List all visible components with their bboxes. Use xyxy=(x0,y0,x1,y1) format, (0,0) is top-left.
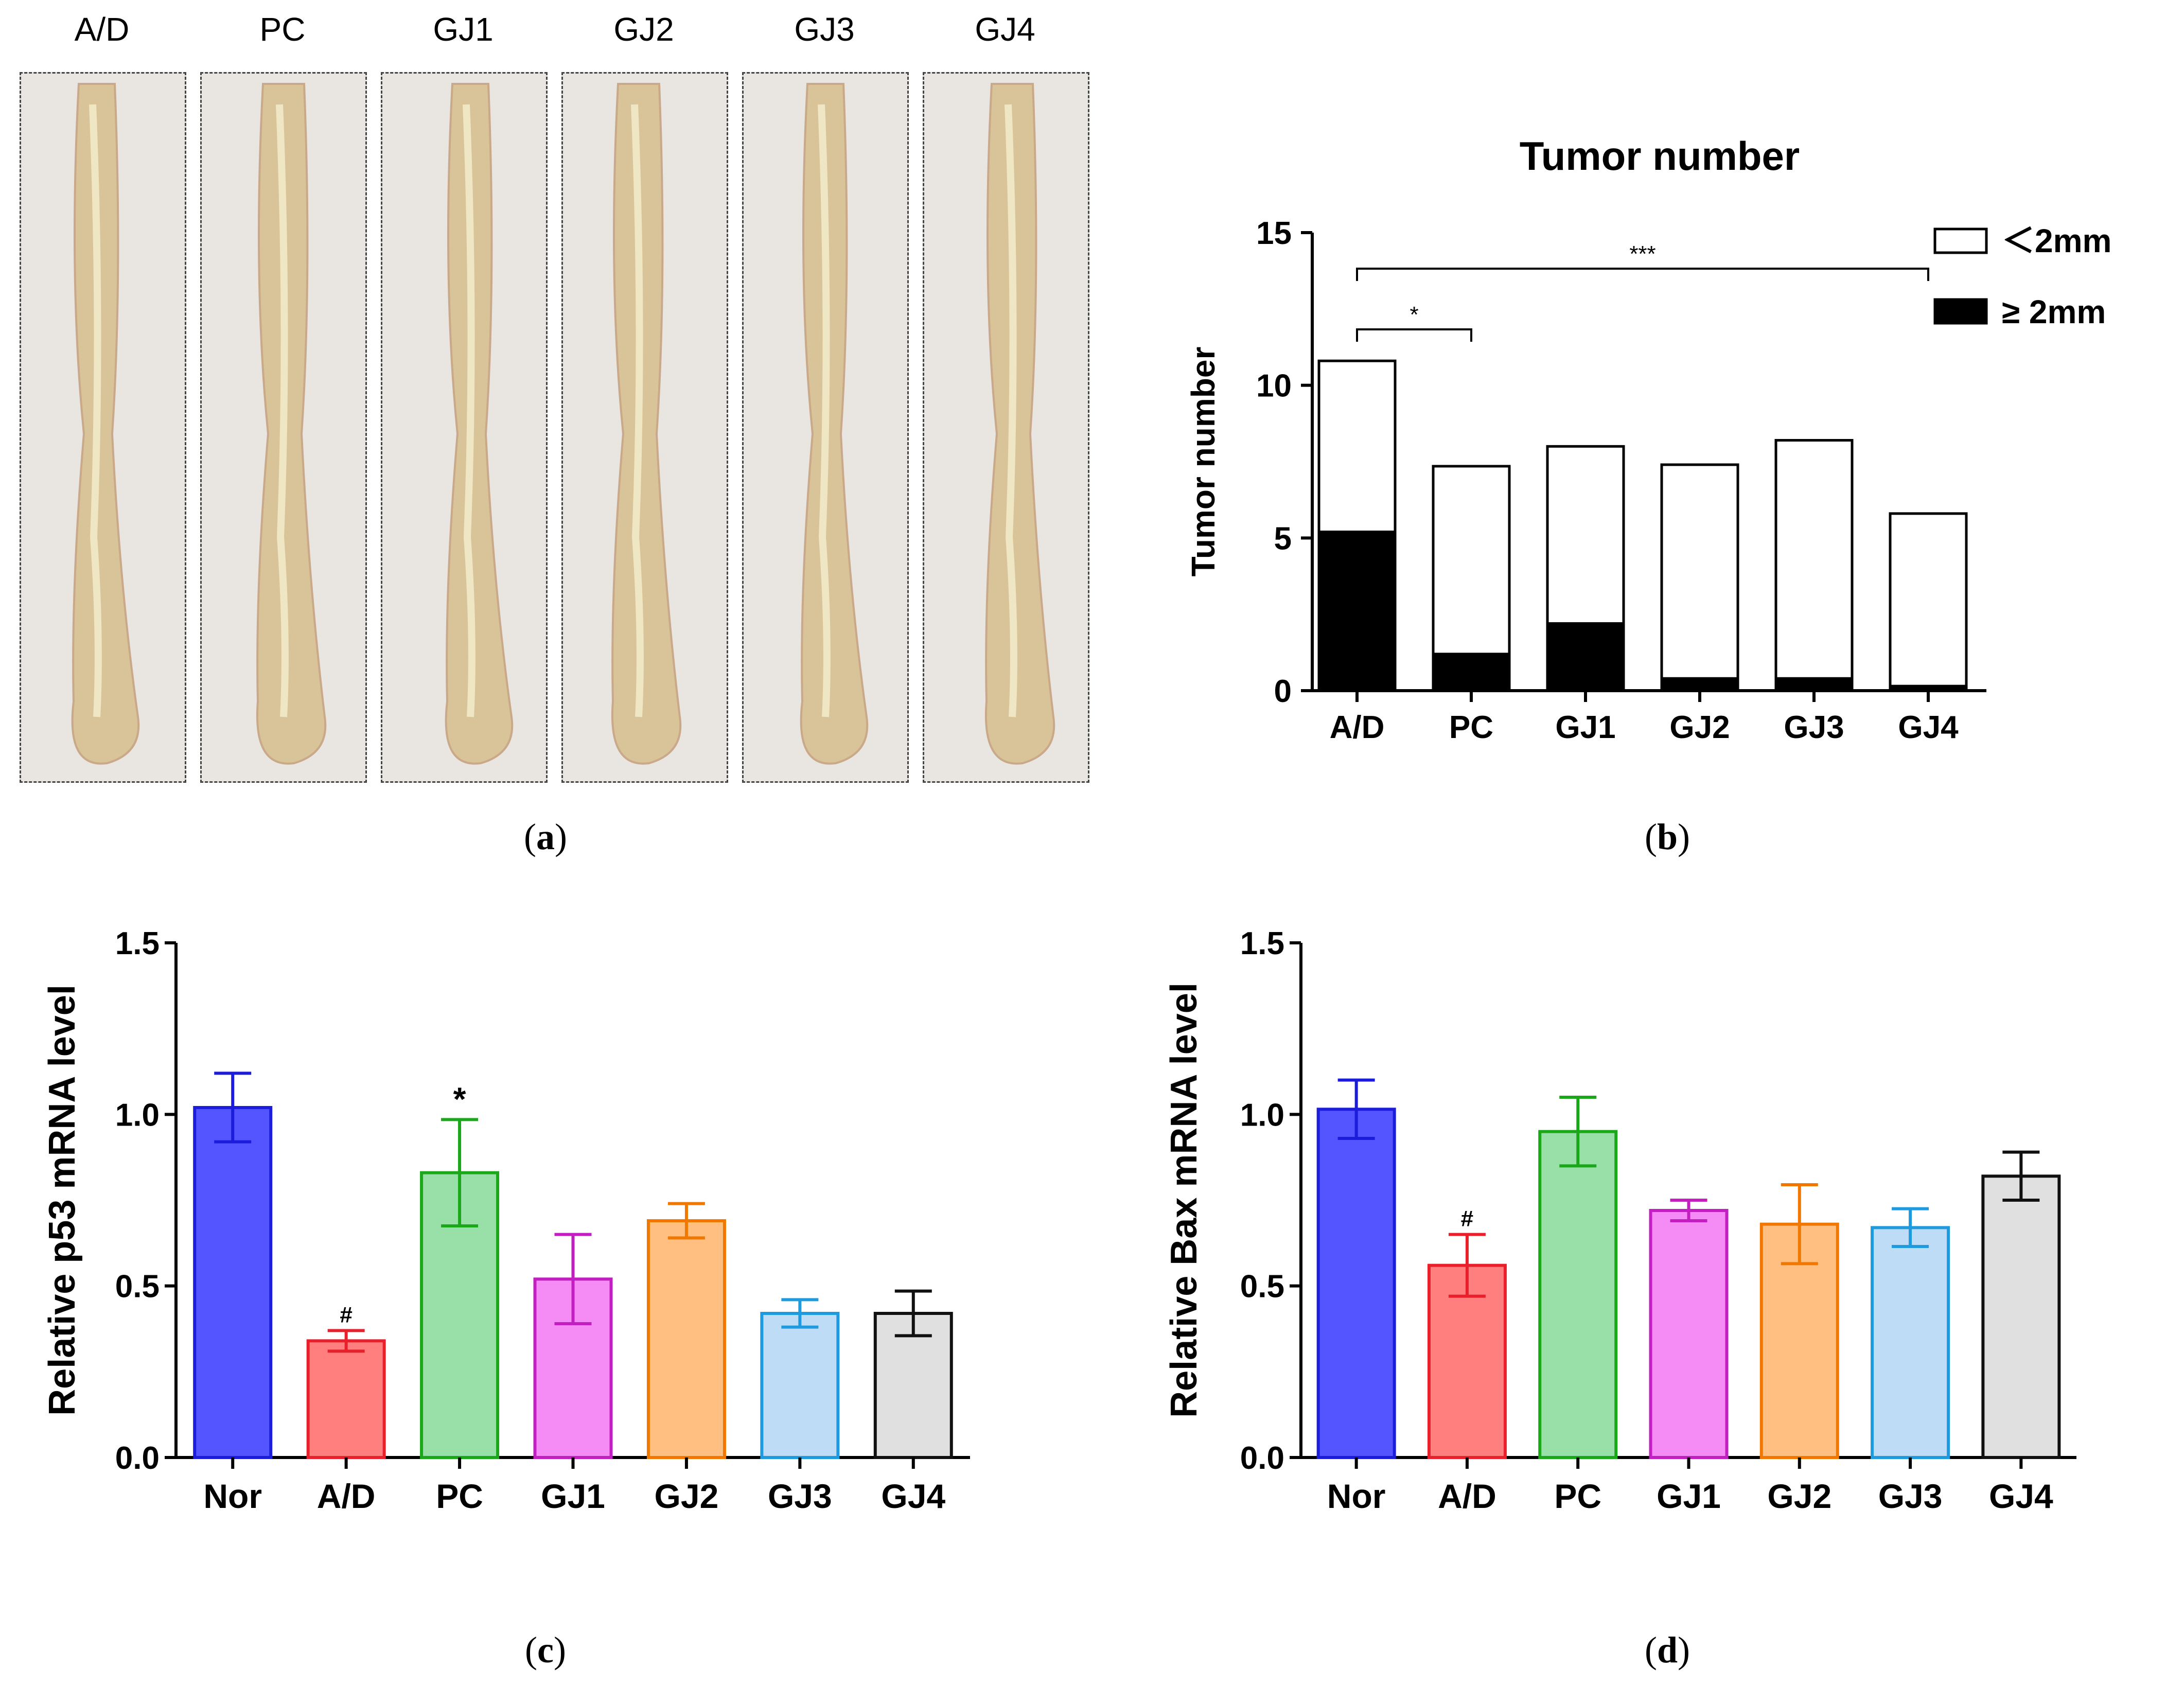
x-tick-label: PC xyxy=(1449,710,1493,745)
y-tick-label: 0.5 xyxy=(1240,1269,1284,1305)
bar-gj2 xyxy=(646,1219,726,1459)
y-tick-label: 0 xyxy=(1274,674,1292,709)
bar-gj4 xyxy=(873,1312,953,1459)
bar-ge2mm xyxy=(1432,653,1511,692)
bar-gj1 xyxy=(1649,1209,1729,1459)
bar-gj3 xyxy=(1871,1226,1950,1459)
legend-swatch-ge2mm xyxy=(1933,298,1988,325)
y-tick-label: 1.0 xyxy=(1240,1097,1284,1133)
colon-tissue-photo xyxy=(200,72,367,783)
y-axis-label: Tumor number xyxy=(1185,347,1222,577)
significance-bracket xyxy=(1356,268,1929,281)
photo-label-ad: A/D xyxy=(74,11,130,48)
bar-lt2mm xyxy=(1774,438,1854,680)
y-tick-label: 0.0 xyxy=(115,1441,160,1476)
y-tick-label: 1.0 xyxy=(115,1097,160,1133)
x-tick-label: A/D xyxy=(1438,1477,1496,1515)
x-tick-label: GJ1 xyxy=(1555,710,1615,745)
bar-lt2mm xyxy=(1660,463,1739,680)
bar-ge2mm xyxy=(1546,622,1625,692)
y-tick-label: 15 xyxy=(1256,216,1292,251)
colon-tissue-photo xyxy=(742,72,909,783)
chart-p53-mrna: 0.0 0.5 1.0 1.5 Relative p53 mRNA level Nor # A… xyxy=(42,926,970,1515)
caption-c: (c) xyxy=(525,1629,566,1671)
photo-label-pc: PC xyxy=(259,11,306,48)
legend-label-lt2mm: ＜2mm xyxy=(2002,222,2111,259)
bar-ad xyxy=(306,1339,386,1459)
x-tick-label: GJ3 xyxy=(1878,1477,1943,1515)
bar-gj3 xyxy=(760,1312,840,1459)
y-axis-label: Relative p53 mRNA level xyxy=(42,985,83,1416)
x-tick-label: A/D xyxy=(1330,710,1385,745)
x-tick-label: GJ2 xyxy=(1669,710,1730,745)
legend-label-ge2mm: ≥ 2mm xyxy=(2002,293,2106,330)
colon-tissue-photo xyxy=(20,72,186,783)
bar-ge2mm xyxy=(1660,677,1739,692)
colon-tissue-photo xyxy=(381,72,548,783)
photo-label-gj1: GJ1 xyxy=(433,11,494,48)
bar-lt2mm xyxy=(1889,512,1968,688)
legend-swatch-lt2mm xyxy=(1933,227,1988,254)
significance-label: # xyxy=(340,1302,352,1327)
chart-tumor-number: Tumor number 0 5 10 15 Tumor number A/D PC GJ1 GJ… xyxy=(1185,133,2111,745)
y-tick-label: 10 xyxy=(1256,368,1292,404)
bar-pc xyxy=(1538,1130,1618,1459)
x-tick-label: GJ3 xyxy=(1784,710,1844,745)
x-tick-label: Nor xyxy=(203,1477,262,1515)
bar-lt2mm xyxy=(1432,465,1511,656)
photo-label-gj2: GJ2 xyxy=(613,11,674,48)
caption-a: (a) xyxy=(524,816,567,857)
x-tick-label: GJ1 xyxy=(541,1477,605,1515)
significance-label: * xyxy=(1410,302,1418,327)
x-tick-label: GJ2 xyxy=(1767,1477,1831,1515)
caption-d: (d) xyxy=(1644,1629,1690,1671)
photo-label-gj3: GJ3 xyxy=(794,11,855,48)
chart-bax-mrna: 0.0 0.5 1.0 1.5 Relative Bax mRNA level Nor # A… xyxy=(1164,926,2076,1515)
significance-bracket xyxy=(1356,328,1472,342)
x-tick-label: Nor xyxy=(1327,1477,1386,1515)
x-tick-label: GJ1 xyxy=(1657,1477,1721,1515)
bar-gj4 xyxy=(1981,1174,2061,1459)
caption-b: (b) xyxy=(1644,816,1690,857)
bar-lt2mm xyxy=(1546,445,1625,625)
x-tick-label: GJ3 xyxy=(768,1477,832,1515)
bar-lt2mm xyxy=(1317,359,1397,533)
x-tick-label: GJ4 xyxy=(1898,710,1959,745)
x-tick-label: A/D xyxy=(317,1477,376,1515)
x-tick-label: PC xyxy=(436,1477,483,1515)
x-tick-label: GJ4 xyxy=(881,1477,945,1515)
x-tick-label: GJ2 xyxy=(655,1477,719,1515)
significance-label: * xyxy=(453,1080,466,1117)
y-tick-label: 0.5 xyxy=(115,1269,160,1305)
y-tick-label: 1.5 xyxy=(1240,926,1284,961)
significance-label: *** xyxy=(1629,241,1655,267)
bar-ge2mm xyxy=(1317,530,1397,692)
colon-tissue-photo xyxy=(561,72,728,783)
chart-title: Tumor number xyxy=(1520,133,1800,179)
y-tick-label: 0.0 xyxy=(1240,1441,1284,1476)
significance-label: # xyxy=(1461,1206,1473,1232)
y-axis-label: Relative Bax mRNA level xyxy=(1164,982,1205,1418)
x-tick-label: PC xyxy=(1554,1477,1601,1515)
x-tick-label: GJ4 xyxy=(1989,1477,2053,1515)
bar-nor xyxy=(193,1106,273,1459)
y-tick-label: 5 xyxy=(1274,521,1292,556)
bar-nor xyxy=(1316,1108,1396,1460)
colon-tissue-photo xyxy=(923,72,1089,783)
photo-label-gj4: GJ4 xyxy=(975,11,1035,48)
y-tick-label: 1.5 xyxy=(115,926,160,961)
panel-a: A/D PC GJ1 GJ2 GJ3 GJ4 xyxy=(0,0,1122,803)
bar-ge2mm xyxy=(1774,677,1854,692)
